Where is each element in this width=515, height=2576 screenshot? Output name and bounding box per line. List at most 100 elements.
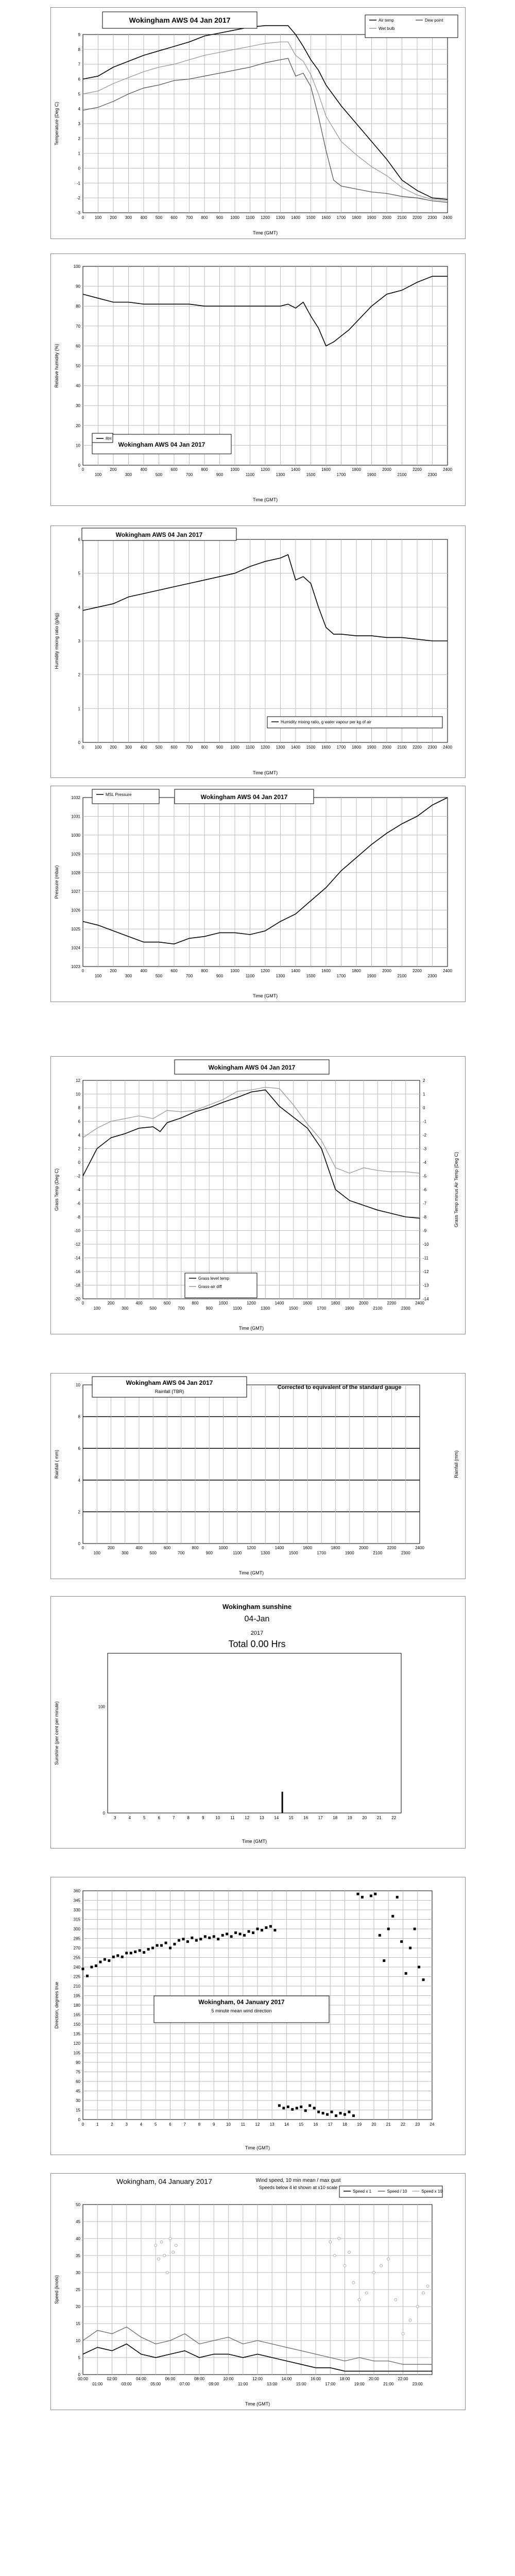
x-tick-label: 1700 (337, 472, 346, 477)
y-tick-label: 1031 (71, 814, 80, 819)
y-axis-label: Direction, degrees true (54, 1981, 59, 2028)
x-tick-label: 09:00 (209, 2382, 219, 2386)
x-tick-label: 5 (143, 1816, 146, 1820)
x-tick-label: 400 (140, 215, 147, 220)
x-tick-label: 1500 (289, 1306, 298, 1311)
x-tick-label: 15 (299, 2122, 303, 2127)
y-axis-label: Speed (knots) (54, 2275, 59, 2304)
y2-tick-label: -13 (423, 1283, 429, 1288)
data-point (335, 2114, 338, 2117)
x-axis-label: Time (GMT) (253, 230, 278, 235)
x-axis-label: Time (GMT) (245, 2145, 270, 2150)
x-tick-label: 500 (156, 745, 163, 750)
y-tick-label: 5 (78, 571, 81, 576)
y-tick-label: 8 (78, 1106, 81, 1110)
x-tick-label: 1100 (233, 1306, 242, 1311)
x-tick-label: 600 (164, 1546, 171, 1550)
chart-title: Wokingham, 04 January 2017 (198, 1998, 285, 2006)
x-tick-label: 1000 (230, 215, 239, 220)
chart-grass-temperature: -20 -18 -16 -14 -12 -10 -8 -6 -4 -2 0 2 4 6 8 10 12 -14 -1… (50, 1056, 466, 1334)
x-tick-label: 2400 (443, 215, 452, 220)
x-tick-label: 800 (201, 467, 208, 472)
data-point (372, 2271, 375, 2274)
x-tick-label: 4 (129, 1816, 131, 1820)
y-tick-label: 315 (74, 1918, 81, 1922)
x-tick-label: 1000 (230, 467, 239, 472)
chart-title: Wokingham sunshine (222, 1603, 291, 1611)
y2-tick-label: -3 (423, 1147, 427, 1151)
data-point (230, 1935, 233, 1938)
y-tick-label: 105 (74, 2051, 81, 2056)
y-tick-label: 1026 (71, 908, 80, 913)
y2-tick-label: -7 (423, 1201, 427, 1206)
x-tick-label: 1900 (345, 1306, 354, 1311)
y-tick-label: 1030 (71, 833, 80, 838)
x-tick-label: 1500 (306, 974, 316, 978)
y-tick-label: 5 (78, 92, 81, 96)
x-tick-label: 1700 (317, 1551, 326, 1555)
y2-tick-label: 0 (423, 1106, 425, 1110)
y-tick-label: 4 (78, 1133, 81, 1138)
humidity-mixing-ratio-plot: 0 1 2 3 4 5 6 0 100 200 300 400 500 600 700 800 900 1000 1… (54, 528, 452, 775)
x-tick-label: 500 (150, 1306, 157, 1311)
y-tick-label: -6 (77, 1201, 81, 1206)
y-tick-label: 45 (76, 2219, 80, 2224)
x-tick-label: 500 (156, 215, 163, 220)
data-point (157, 2257, 160, 2261)
y-tick-label: 5 (78, 2355, 81, 2360)
x-tick-label: 800 (201, 969, 208, 973)
y-tick-label: 0 (78, 1160, 81, 1165)
chart-wind-speed: 0 5 10 15 20 25 30 35 40 45 50 00:00 02:00 04:00 06:00… (50, 2173, 466, 2410)
chart-title: Wokingham AWS 04 Jan 2017 (209, 1064, 296, 1071)
y-tick-label: 9 (78, 32, 81, 37)
x-tick-label: 7 (184, 2122, 186, 2127)
data-point (295, 2107, 298, 2110)
data-point (413, 1927, 416, 1930)
x-tick-label: 1500 (306, 215, 316, 220)
x-tick-label: 3 (114, 1816, 116, 1820)
data-point (134, 1950, 137, 1953)
y-tick-label: 1028 (71, 871, 80, 875)
y-tick-label: 35 (76, 2253, 80, 2258)
title-box (92, 1376, 247, 1398)
wind-direction-plot: 0153045607590105120135150165180195210225… (54, 1889, 435, 2150)
series-line (82, 554, 448, 641)
data-point (387, 1927, 390, 1930)
x-tick-label: 1500 (306, 745, 316, 750)
x-tick-label: 4 (140, 2122, 143, 2127)
x-tick-label: 15:00 (296, 2382, 307, 2386)
y2-tick-label: -8 (423, 1215, 427, 1219)
data-point (221, 1934, 224, 1937)
data-point (300, 2105, 303, 2108)
x-tick-label: 0 (82, 1301, 84, 1306)
x-tick-label: 10 (226, 2122, 231, 2127)
x-tick-label: 06:00 (165, 2377, 176, 2381)
plot-area (107, 1653, 402, 1814)
x-tick-label: 1800 (352, 745, 361, 750)
chart-sunshine: 0 100 3 4 5 6 7 8 9 10 11 12 13 14 15 16 17 18 19 20 21 22 Tim… (50, 1596, 466, 1849)
y-tick-label: 15 (76, 2108, 80, 2113)
x-tick-label: 1600 (321, 745, 331, 750)
x-tick-label: 12 (245, 1816, 249, 1820)
data-point (380, 2264, 383, 2267)
grass-temperature-plot: -20-18-16-14-12-10-8-6-4-2024681012-14-1… (54, 1059, 459, 1331)
x-tick-label: 2000 (382, 969, 391, 973)
x-tick-label: 600 (170, 467, 178, 472)
x-tick-label: 2200 (413, 969, 422, 973)
x-tick-label: 800 (201, 745, 208, 750)
y-tick-label: -8 (77, 1215, 81, 1219)
chart-subtitle: Rainfall (TBR) (155, 1389, 184, 1394)
x-tick-label: 0 (82, 969, 84, 973)
x-tick-label: 900 (216, 974, 224, 978)
data-point (195, 1939, 198, 1942)
data-point (369, 1894, 372, 1897)
data-point (260, 1928, 263, 1931)
chart-relative-humidity: 0 10 20 30 40 50 60 70 80 90 100 0 200 400 600 800 1000 1… (50, 253, 466, 506)
x-tick-label: 1000 (230, 745, 239, 750)
title-box (92, 434, 232, 454)
y2-tick-label: 2 (423, 1078, 425, 1083)
chart-title: Wokingham, 04 January 2017 (116, 2177, 212, 2185)
x-tick-label: 16 (303, 1816, 308, 1820)
x-tick-label: 1300 (276, 974, 285, 978)
